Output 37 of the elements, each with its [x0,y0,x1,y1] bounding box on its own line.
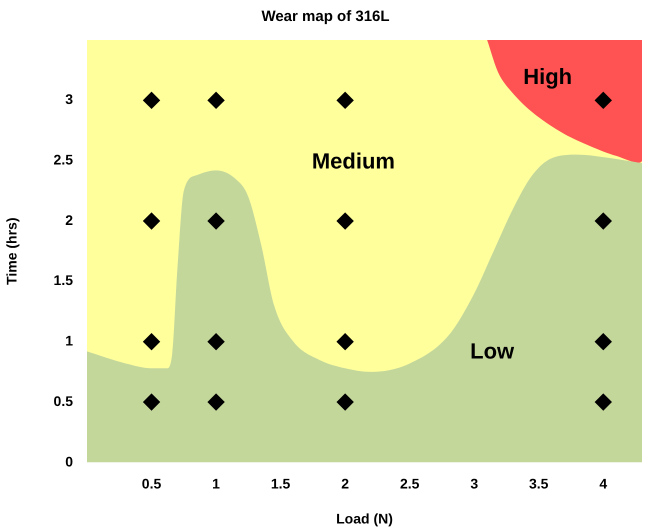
annotation: High [523,64,572,90]
x-tick-label: 1.5 [270,476,291,492]
y-tick-label: 2 [65,212,74,228]
point [336,394,354,411]
y-tick-label: 0.5 [54,392,74,409]
x-tick-label: 2 [341,476,350,492]
point [143,394,160,411]
point [336,333,354,350]
point [208,212,225,230]
y-tick-label: 1.5 [54,272,74,288]
y-tick-label: 3 [65,91,74,108]
x-tick-label: 0.5 [142,476,162,492]
chart-title: Wear map of 316L [261,8,390,26]
point [208,394,225,411]
y-tick-label: 1 [65,332,74,349]
point [594,394,612,411]
point [336,92,354,109]
point [143,92,160,109]
point [594,212,612,230]
x-tick-label: 3 [470,476,478,492]
point [594,333,612,350]
y-tick-label: 2.5 [54,152,74,168]
point [208,92,225,109]
point [208,333,225,350]
y-tick-label: 0 [65,453,74,470]
x-tick-label: 2.5 [400,476,420,492]
point [336,212,354,230]
annotation: Low [470,338,516,364]
x-tick-label: 1 [212,476,220,492]
x-axis-title: Load (N) [336,510,393,526]
point [594,92,612,109]
x-tick-label: 4 [599,476,608,492]
annotation: Medium [312,148,395,174]
x-tick-label: 3.5 [529,476,549,492]
y-axis-title: Time (hrs) [3,217,20,285]
point [143,212,160,230]
point [143,333,160,350]
